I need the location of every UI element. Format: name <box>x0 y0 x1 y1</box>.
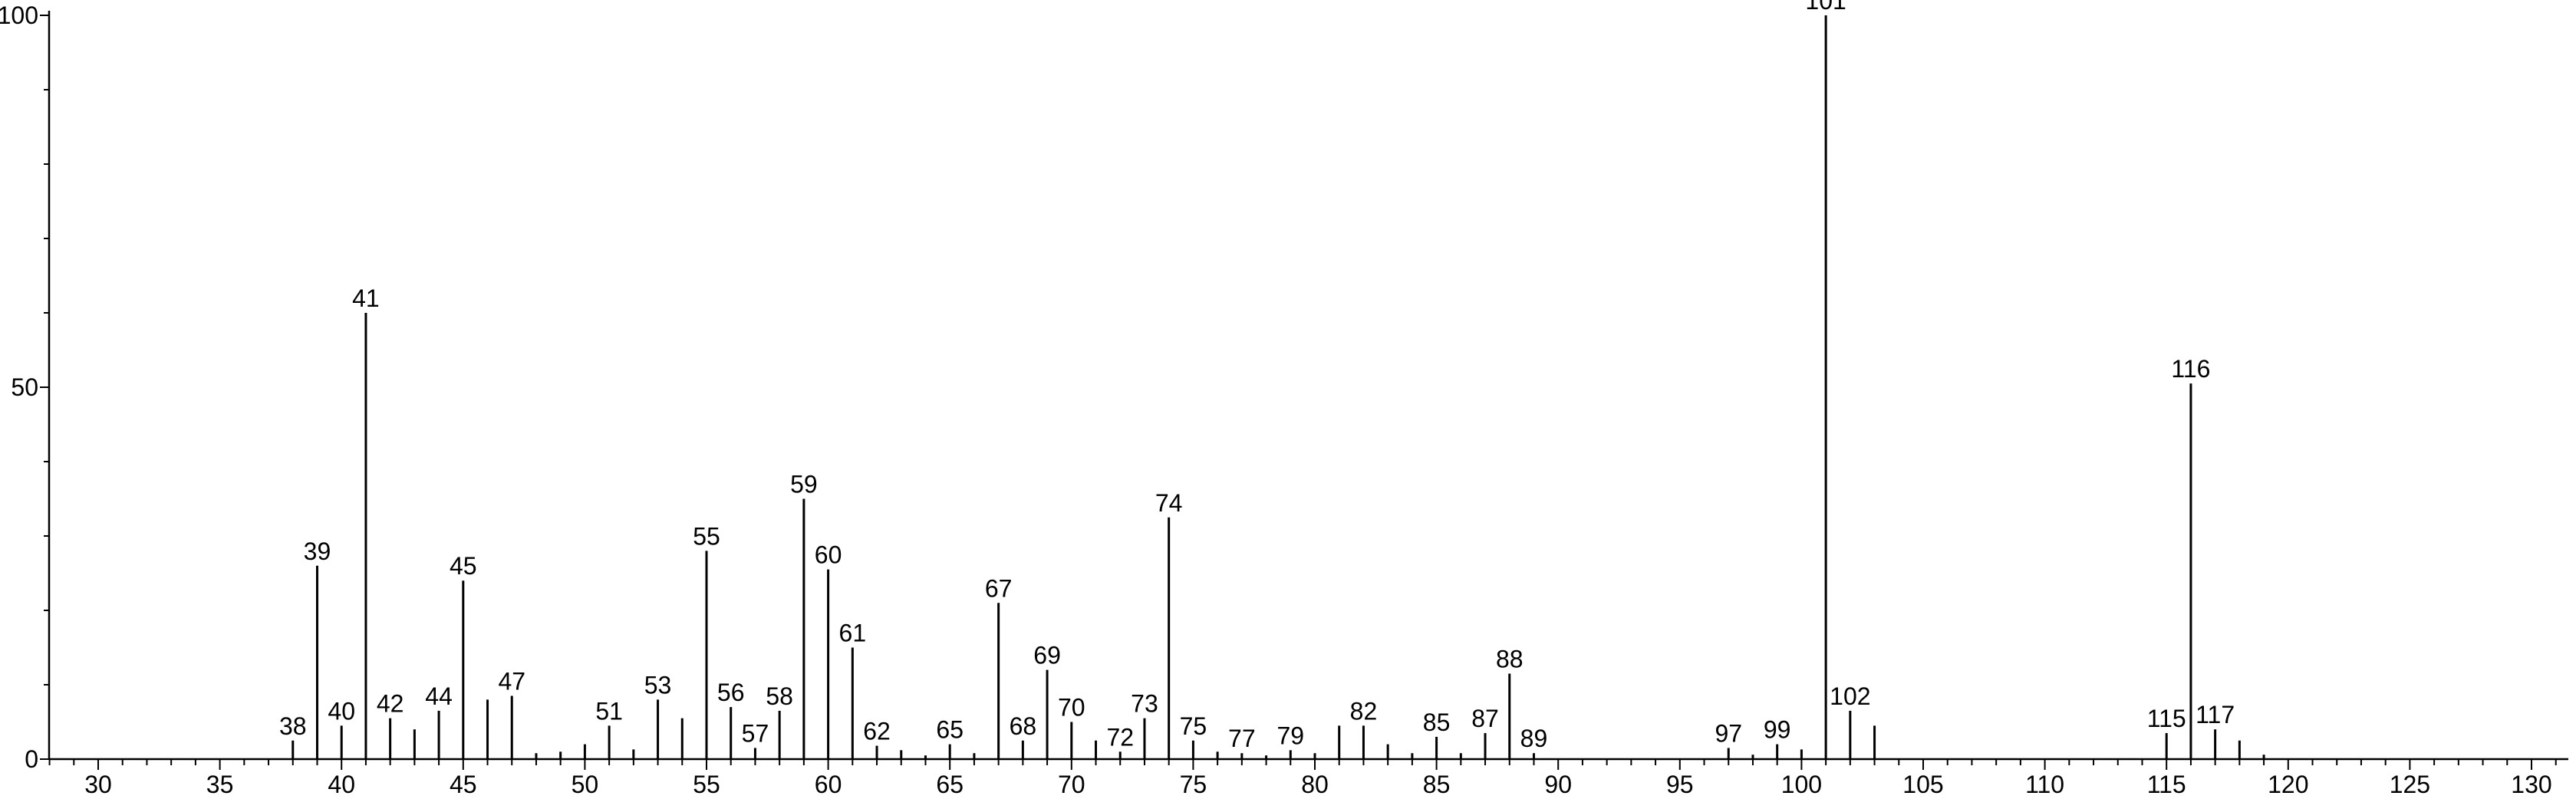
peak-label: 58 <box>766 682 793 710</box>
peak-label: 72 <box>1106 723 1134 751</box>
peak-label: 99 <box>1764 716 1791 744</box>
peak-label: 115 <box>2147 705 2186 732</box>
peak-label: 44 <box>425 682 453 710</box>
x-tick-label: 90 <box>1544 771 1572 798</box>
spectrum-peaks <box>292 15 2265 759</box>
x-tick-label: 95 <box>1666 771 1694 798</box>
peak-label: 101 <box>1805 0 1846 15</box>
peak-label: 88 <box>1496 645 1524 672</box>
peak-label: 75 <box>1180 712 1207 740</box>
x-tick-label: 45 <box>450 771 477 798</box>
x-tick-label: 100 <box>1781 771 1822 798</box>
peak-label: 38 <box>279 712 307 740</box>
y-axis-ticks: 0 50 100 <box>0 2 49 773</box>
x-tick-label: 70 <box>1058 771 1085 798</box>
peak-label: 73 <box>1131 690 1158 718</box>
peak-label: 47 <box>498 668 525 695</box>
peak-label: 117 <box>2196 701 2235 728</box>
peak-label: 69 <box>1033 642 1061 669</box>
peak-label: 97 <box>1715 719 1742 747</box>
peak-label: 57 <box>742 719 769 747</box>
x-tick-label: 35 <box>206 771 234 798</box>
peak-label: 67 <box>985 574 1013 602</box>
x-tick-label: 110 <box>2025 771 2064 798</box>
y-tick-label: 50 <box>11 373 38 401</box>
peak-label: 45 <box>450 552 477 580</box>
peak-label: 41 <box>352 284 380 312</box>
peak-label: 39 <box>304 538 331 565</box>
peak-labels: 38 39 40 41 42 44 45 47 51 53 55 56 57 58 59 60 61 62 65 67… <box>279 0 2235 752</box>
peak-label: 77 <box>1228 725 1256 752</box>
peak-label: 65 <box>936 716 964 744</box>
peak-label: 68 <box>1010 712 1037 740</box>
x-tick-label: 130 <box>2511 771 2551 798</box>
peak-label: 61 <box>839 620 867 647</box>
x-tick-label: 65 <box>936 771 964 798</box>
peak-label: 51 <box>595 697 623 725</box>
peak-label: 42 <box>377 690 404 718</box>
peak-label: 102 <box>1830 682 1870 710</box>
x-tick-label: 40 <box>328 771 355 798</box>
peak-label: 89 <box>1520 725 1548 752</box>
peak-label: 85 <box>1423 709 1451 736</box>
x-tick-label: 60 <box>815 771 842 798</box>
x-tick-label: 75 <box>1180 771 1207 798</box>
x-tick-label: 30 <box>84 771 112 798</box>
peak-label: 55 <box>693 522 720 550</box>
x-tick-label: 50 <box>572 771 599 798</box>
peak-label: 62 <box>863 718 891 745</box>
peak-label: 79 <box>1276 722 1304 749</box>
peak-label: 116 <box>2171 355 2210 383</box>
peak-label: 59 <box>790 471 818 498</box>
x-axis-ticks: 30 35 40 45 50 55 60 65 70 75 80 85 90 95 100 105 110 115… <box>48 759 2557 798</box>
y-tick-label: 100 <box>0 2 38 29</box>
x-tick-label: 80 <box>1301 771 1329 798</box>
x-tick-label: 120 <box>2268 771 2308 798</box>
x-tick-label: 55 <box>693 771 720 798</box>
peak-label: 74 <box>1155 489 1183 517</box>
peak-label: 60 <box>815 541 842 569</box>
peak-label: 53 <box>644 671 672 699</box>
x-tick-label: 85 <box>1423 771 1451 798</box>
x-tick-label: 105 <box>1902 771 1943 798</box>
peak-label: 82 <box>1350 697 1378 725</box>
peak-label: 87 <box>1471 705 1499 732</box>
x-tick-label: 115 <box>2147 771 2186 798</box>
y-tick-label: 0 <box>25 745 38 773</box>
peak-label: 70 <box>1058 694 1085 722</box>
axes <box>48 11 2568 761</box>
peak-label: 40 <box>328 697 355 725</box>
peak-label: 56 <box>717 679 745 706</box>
x-tick-label: 125 <box>2390 771 2430 798</box>
